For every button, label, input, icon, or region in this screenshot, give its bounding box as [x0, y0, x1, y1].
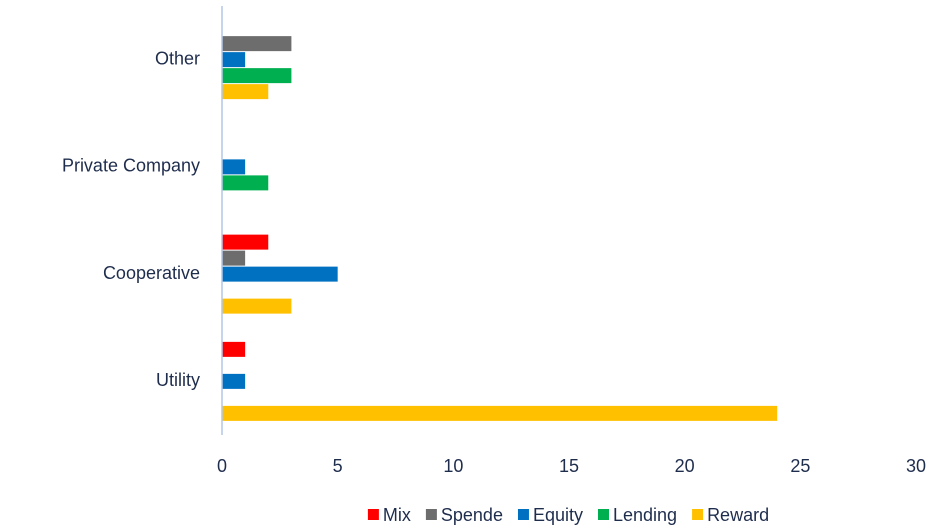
bar [222, 250, 246, 266]
bar [222, 405, 778, 421]
y-tick-label: Utility [156, 370, 200, 390]
y-tick-label: Other [155, 48, 200, 68]
legend-label: Spende [441, 505, 503, 525]
bar [222, 52, 246, 68]
bar [222, 373, 246, 389]
legend-label: Lending [613, 505, 677, 525]
bar [222, 84, 269, 100]
bar [222, 266, 338, 282]
x-tick-label: 30 [906, 456, 926, 476]
x-tick-label: 20 [675, 456, 695, 476]
legend-swatch [597, 509, 609, 520]
bar [222, 234, 269, 250]
y-tick-label: Private Company [62, 156, 200, 176]
legend-label: Equity [533, 505, 583, 525]
x-tick-label: 25 [790, 456, 810, 476]
bar [222, 298, 292, 314]
x-tick-label: 5 [333, 456, 343, 476]
bar [222, 36, 292, 52]
bar [222, 341, 246, 357]
legend-label: Reward [707, 505, 769, 525]
legend-swatch [367, 509, 379, 520]
bar [222, 68, 292, 84]
legend-swatch [425, 509, 437, 520]
bar [222, 159, 246, 175]
x-tick-label: 15 [559, 456, 579, 476]
bar [222, 175, 269, 191]
legend-label: Mix [383, 505, 411, 525]
x-tick-label: 10 [443, 456, 463, 476]
legend-swatch [517, 509, 529, 520]
x-tick-label: 0 [217, 456, 227, 476]
legend-swatch [692, 509, 704, 520]
y-tick-label: Cooperative [103, 263, 200, 283]
